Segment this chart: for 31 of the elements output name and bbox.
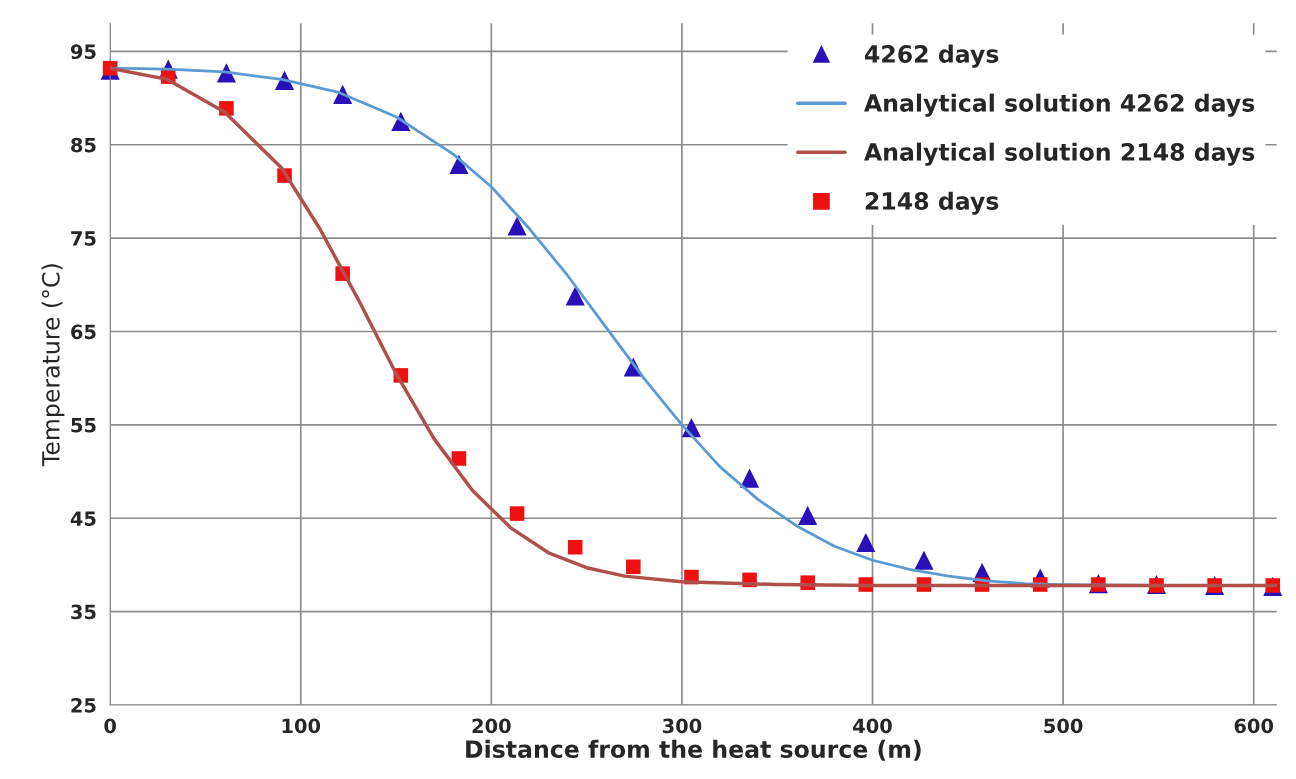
y-tick-label: 85	[71, 137, 96, 153]
legend-label: 2148 days	[865, 191, 999, 215]
x-tick-label: 0	[104, 718, 116, 734]
y-tick-label: 45	[70, 511, 96, 526]
x-tick-label: 400	[853, 718, 892, 734]
y-tick-label: 65	[71, 324, 96, 340]
legend-label: 4262 days	[864, 44, 999, 68]
point	[798, 505, 818, 526]
point	[567, 539, 583, 555]
point	[507, 216, 527, 236]
y-tick-label: 95	[70, 44, 96, 60]
x-axis-title: Distance from the heat source (m)	[466, 739, 921, 761]
point	[565, 286, 585, 306]
x-tick-label: 500	[1044, 718, 1083, 734]
y-tick-label: 35	[71, 604, 96, 620]
x-tick-label: 300	[662, 718, 702, 734]
point	[626, 559, 641, 575]
x-tick-label: 600	[1234, 718, 1274, 734]
y-axis-title: Temperature (°C)	[41, 264, 65, 467]
x-tick-label: 100	[282, 718, 321, 734]
y-tick-label: 25	[71, 697, 96, 713]
point	[451, 451, 467, 466]
legend-label: Analytical solution 4262 days	[864, 93, 1255, 117]
point	[914, 550, 934, 570]
y-tick-label: 55	[71, 418, 96, 433]
point	[856, 532, 876, 553]
x-tick-label: 200	[472, 718, 511, 734]
point	[509, 506, 525, 521]
point	[740, 468, 760, 488]
y-tick-label: 75	[71, 231, 96, 246]
legend-label: Analytical solution 2148 days	[864, 142, 1255, 166]
